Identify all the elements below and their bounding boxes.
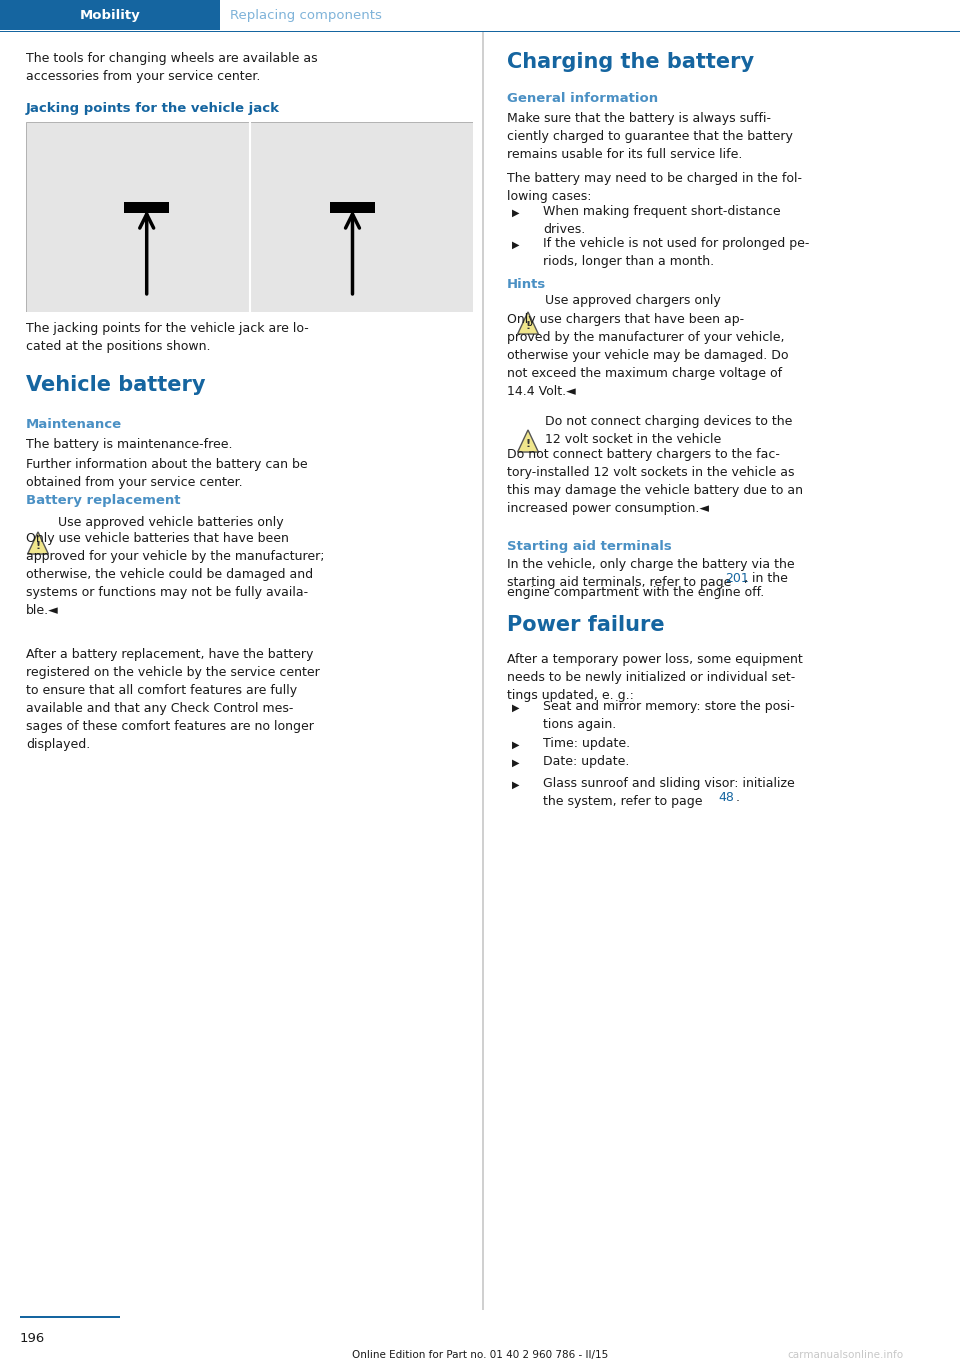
Bar	[125, 202, 169, 214]
Text: Do not connect battery chargers to the fac-
tory-installed 12 volt sockets in th: Do not connect battery chargers to the f…	[507, 448, 803, 515]
Text: 201: 201	[725, 572, 749, 586]
Text: Use approved vehicle batteries only: Use approved vehicle batteries only	[58, 516, 283, 528]
Text: Use approved chargers only: Use approved chargers only	[545, 294, 721, 306]
Text: When making frequent short-distance
drives.: When making frequent short-distance driv…	[543, 206, 781, 236]
Bar	[330, 202, 374, 214]
Text: carmanualsonline.info: carmanualsonline.info	[787, 1350, 903, 1361]
Text: The tools for changing wheels are available as
accessories from your service cen: The tools for changing wheels are availa…	[26, 52, 318, 83]
Text: Further information about the battery can be
obtained from your service center.: Further information about the battery ca…	[26, 458, 307, 489]
Text: Only use vehicle batteries that have been
approved for your vehicle by the manuf: Only use vehicle batteries that have bee…	[26, 533, 324, 617]
Text: 196: 196	[20, 1332, 45, 1346]
Text: ▶: ▶	[512, 780, 519, 790]
Text: General information: General information	[507, 93, 658, 105]
Text: The battery may need to be charged in the fol-
lowing cases:: The battery may need to be charged in th…	[507, 172, 802, 203]
Text: engine compartment with the engine off.: engine compartment with the engine off.	[507, 586, 764, 599]
Text: ▶: ▶	[512, 703, 519, 712]
Polygon shape	[28, 533, 48, 554]
Text: Battery replacement: Battery replacement	[26, 494, 180, 507]
Text: Charging the battery: Charging the battery	[507, 52, 754, 72]
Text: Replacing components: Replacing components	[230, 8, 382, 22]
Text: Do not connect charging devices to the
12 volt socket in the vehicle: Do not connect charging devices to the 1…	[545, 415, 792, 445]
Text: Online Edition for Part no. 01 40 2 960 786 - II/15: Online Edition for Part no. 01 40 2 960 …	[352, 1350, 608, 1361]
Text: !: !	[525, 320, 531, 331]
Text: The jacking points for the vehicle jack are lo-
cated at the positions shown.: The jacking points for the vehicle jack …	[26, 321, 309, 353]
Text: Jacking points for the vehicle jack: Jacking points for the vehicle jack	[26, 102, 280, 114]
Text: Hints: Hints	[507, 278, 546, 291]
Text: !: !	[525, 439, 531, 448]
Text: If the vehicle is not used for prolonged pe-
riods, longer than a month.: If the vehicle is not used for prolonged…	[543, 237, 809, 268]
Text: Power failure: Power failure	[507, 616, 664, 635]
Text: Time: update.: Time: update.	[543, 737, 631, 750]
Text: 48: 48	[718, 791, 734, 804]
Text: ▶: ▶	[512, 740, 519, 750]
Text: Mobility: Mobility	[80, 8, 140, 22]
Text: Starting aid terminals: Starting aid terminals	[507, 539, 672, 553]
Text: Seat and mirror memory: store the posi-
tions again.: Seat and mirror memory: store the posi- …	[543, 700, 795, 731]
Text: ▶: ▶	[512, 240, 519, 251]
Text: After a battery replacement, have the battery
registered on the vehicle by the s: After a battery replacement, have the ba…	[26, 648, 320, 750]
Polygon shape	[517, 430, 539, 452]
Text: Only use chargers that have been ap-
proved by the manufacturer of your vehicle,: Only use chargers that have been ap- pro…	[507, 313, 788, 398]
Text: Make sure that the battery is always suffi-
ciently charged to guarantee that th: Make sure that the battery is always suf…	[507, 112, 793, 161]
Text: The battery is maintenance-free.: The battery is maintenance-free.	[26, 439, 232, 451]
Text: , in the: , in the	[744, 572, 788, 586]
Text: Glass sunroof and sliding visor: initialize
the system, refer to page: Glass sunroof and sliding visor: initial…	[543, 776, 795, 808]
Text: Date: update.: Date: update.	[543, 755, 630, 768]
Text: !: !	[36, 541, 40, 550]
Text: ▶: ▶	[512, 208, 519, 218]
Polygon shape	[517, 312, 539, 334]
Text: Maintenance: Maintenance	[26, 418, 122, 430]
Text: ▶: ▶	[512, 759, 519, 768]
Text: Vehicle battery: Vehicle battery	[26, 375, 205, 395]
Text: .: .	[735, 791, 739, 804]
Text: In the vehicle, only charge the battery via the
starting aid terminals, refer to: In the vehicle, only charge the battery …	[507, 558, 795, 588]
Text: After a temporary power loss, some equipment
needs to be newly initialized or in: After a temporary power loss, some equip…	[507, 652, 803, 701]
